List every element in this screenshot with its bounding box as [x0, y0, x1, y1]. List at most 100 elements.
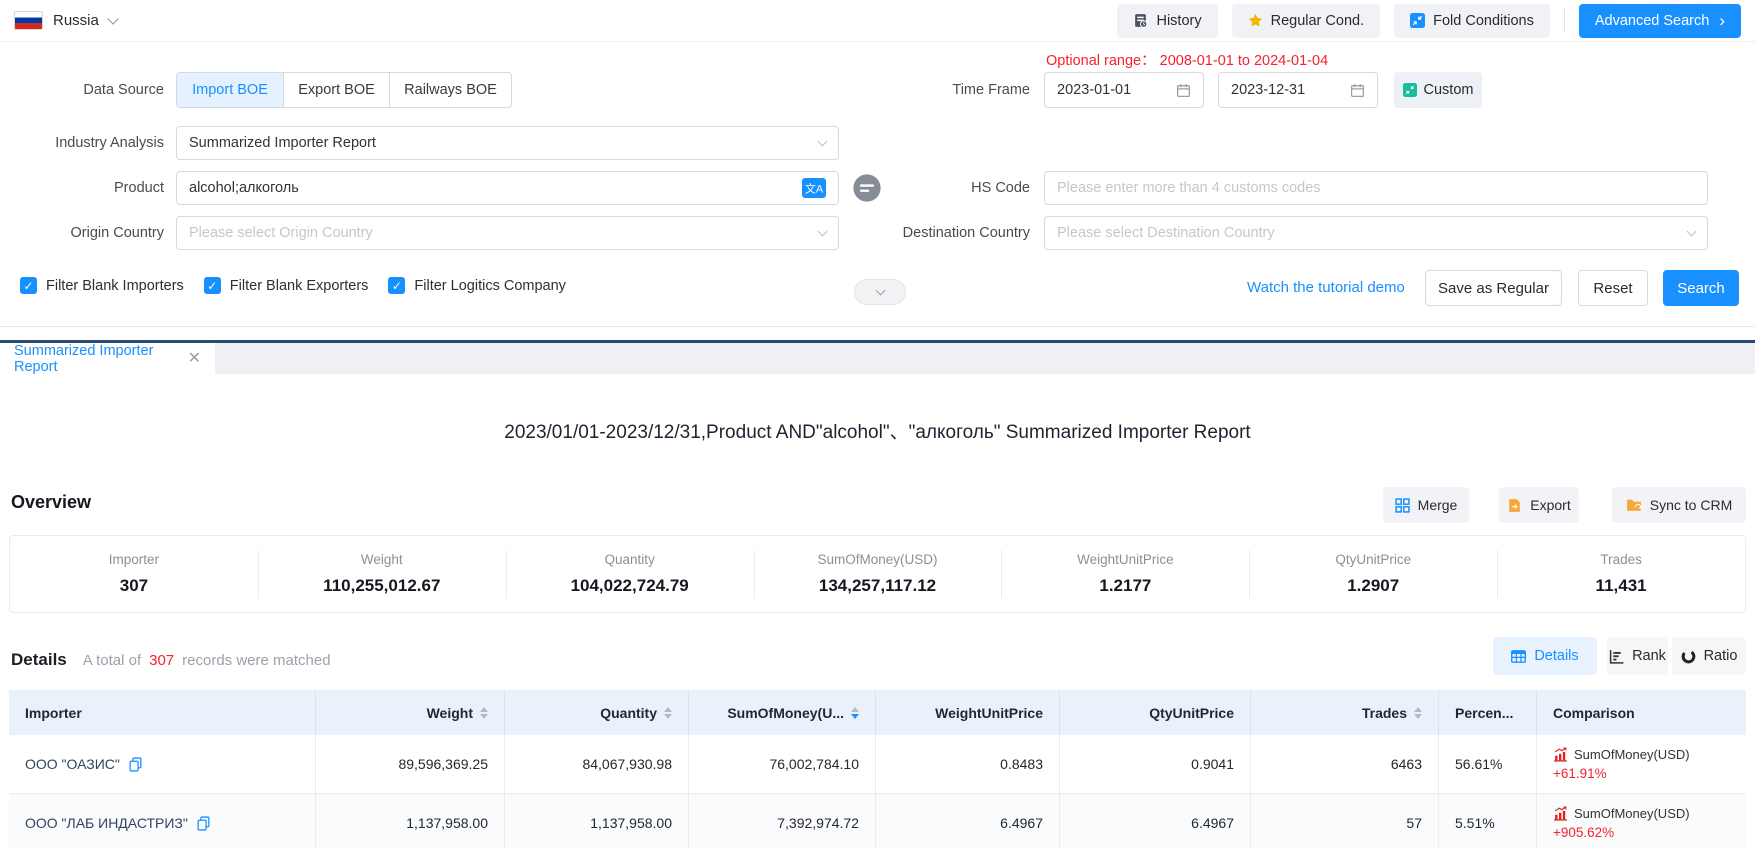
match-count: 307 — [149, 652, 174, 669]
hs-code-placeholder: Please enter more than 4 customs codes — [1057, 180, 1321, 196]
history-button[interactable]: History — [1117, 4, 1217, 38]
stat-qty-unit-price: QtyUnitPrice 1.2907 — [1249, 536, 1497, 612]
weight-unit-price-cell: 0.8483 — [876, 735, 1060, 793]
match-summary-suffix: records were matched — [182, 652, 330, 669]
reset-button[interactable]: Reset — [1578, 270, 1648, 306]
optional-range-hint: Optional range： 2008-01-01 to 2024-01-04 — [1046, 49, 1328, 70]
overview-heading: Overview — [11, 492, 91, 513]
tutorial-link[interactable]: Watch the tutorial demo — [1247, 279, 1405, 296]
quantity-cell: 1,137,958.00 — [505, 794, 689, 848]
export-label: Export — [1530, 497, 1570, 513]
industry-analysis-select[interactable]: Summarized Importer Report — [176, 126, 839, 160]
filter-checkboxes: ✓ Filter Blank Importers ✓ Filter Blank … — [20, 277, 566, 294]
custom-range-button[interactable]: Custom — [1394, 72, 1482, 108]
copy-icon[interactable] — [197, 816, 210, 831]
view-details-button[interactable]: Details — [1493, 637, 1597, 675]
save-as-regular-button[interactable]: Save as Regular — [1425, 270, 1562, 306]
search-button[interactable]: Search — [1663, 270, 1739, 306]
table-row: ООО "ЛАБ ИНДАСТРИЗ" 1,137,958.00 1,137,9… — [9, 794, 1746, 848]
details-header: Details A total of 307 records were matc… — [11, 641, 331, 679]
product-value: alcohol;алкоголь — [189, 180, 299, 196]
merge-button[interactable]: Merge — [1383, 487, 1469, 523]
stat-weight-unit-price: WeightUnitPrice 1.2177 — [1001, 536, 1249, 612]
quantity-cell: 84,067,930.98 — [505, 735, 689, 793]
importer-name[interactable]: ООО "ЛАБ ИНДАСТРИЗ" — [25, 815, 188, 831]
industry-analysis-value: Summarized Importer Report — [189, 135, 376, 151]
view-ratio-button[interactable]: Ratio — [1672, 637, 1746, 675]
tab-import-boe[interactable]: Import BOE — [177, 73, 283, 107]
stat-trades: Trades 11,431 — [1497, 536, 1745, 612]
match-summary: A total of 307 records were matched — [83, 652, 331, 669]
filter-blank-importers-checkbox[interactable]: ✓ Filter Blank Importers — [20, 277, 184, 294]
overview-stats-card: Importer 307 Weight 110,255,012.67 Quant… — [9, 535, 1746, 613]
stat-label: WeightUnitPrice — [1077, 552, 1174, 567]
collapse-form-button[interactable] — [854, 279, 906, 305]
fold-conditions-button[interactable]: Fold Conditions — [1394, 4, 1550, 38]
date-from-input[interactable]: 2023-01-01 — [1044, 72, 1204, 108]
translate-icon[interactable]: 文A — [802, 178, 826, 198]
country-selector[interactable]: Russia — [14, 11, 117, 30]
col-weight-unit-price: WeightUnitPrice — [876, 690, 1060, 735]
weight-cell: 1,137,958.00 — [316, 794, 505, 848]
sort-carets-icon[interactable] — [480, 707, 488, 719]
tab-railways-boe[interactable]: Railways BOE — [389, 73, 511, 107]
custom-icon — [1403, 83, 1417, 97]
topbar-divider — [1564, 9, 1565, 33]
col-sum-of-money[interactable]: SumOfMoney(U... — [689, 690, 876, 735]
product-input[interactable]: alcohol;алкоголь 文A — [176, 171, 839, 205]
hs-code-input[interactable]: Please enter more than 4 customs codes — [1044, 171, 1708, 205]
sort-carets-icon[interactable] — [851, 707, 859, 719]
stat-value: 134,257,117.12 — [819, 576, 936, 596]
section-divider — [0, 326, 1755, 327]
top-bar: Russia History Regular Cond. Fold Con — [0, 0, 1755, 42]
time-frame-label: Time Frame — [870, 72, 1030, 108]
origin-country-label: Origin Country — [0, 216, 164, 250]
regular-cond-label: Regular Cond. — [1271, 13, 1365, 29]
stat-value: 1.2177 — [1099, 576, 1151, 596]
data-source-tabs: Import BOE Export BOE Railways BOE — [176, 72, 512, 108]
filter-logistics-company-checkbox[interactable]: ✓ Filter Logitics Company — [388, 277, 566, 294]
importer-name[interactable]: ООО "ОАЗИС" — [25, 756, 120, 772]
col-percent: Percen... — [1439, 690, 1537, 735]
col-quantity[interactable]: Quantity — [505, 690, 689, 735]
destination-country-placeholder: Please select Destination Country — [1057, 225, 1275, 241]
stat-importer: Importer 307 — [10, 536, 258, 612]
export-button[interactable]: Export — [1499, 487, 1579, 523]
filter-label: Filter Blank Exporters — [230, 278, 369, 294]
advanced-search-button[interactable]: Advanced Search › — [1579, 4, 1741, 38]
filter-blank-exporters-checkbox[interactable]: ✓ Filter Blank Exporters — [204, 277, 369, 294]
destination-country-select[interactable]: Please select Destination Country — [1044, 216, 1708, 250]
comparison-cell: SumOfMoney(USD) +905.62% — [1537, 794, 1746, 848]
checkbox-checked-icon: ✓ — [20, 277, 37, 294]
calendar-icon — [1350, 83, 1365, 98]
percent-cell: 5.51% — [1439, 794, 1537, 848]
importer-cell[interactable]: ООО "ЛАБ ИНДАСТРИЗ" — [9, 794, 316, 848]
importer-cell[interactable]: ООО "ОАЗИС" — [9, 735, 316, 793]
chevron-down-icon — [875, 286, 885, 296]
stat-value: 104,022,724.79 — [571, 576, 689, 596]
comparison-metric: SumOfMoney(USD) — [1574, 806, 1690, 821]
chevron-down-icon — [107, 13, 118, 24]
tab-summarized-importer-report[interactable]: Summarized Importer Report ✕ — [0, 343, 215, 374]
col-weight[interactable]: Weight — [316, 690, 505, 735]
stat-label: Trades — [1600, 552, 1642, 567]
sort-carets-icon[interactable] — [664, 707, 672, 719]
tab-export-boe[interactable]: Export BOE — [283, 73, 389, 107]
chevron-right-icon: › — [1719, 12, 1725, 29]
copy-icon[interactable] — [129, 757, 142, 772]
sync-to-crm-label: Sync to CRM — [1650, 497, 1732, 513]
regular-cond-button[interactable]: Regular Cond. — [1232, 4, 1381, 38]
sync-to-crm-button[interactable]: Sync to CRM — [1612, 487, 1746, 523]
close-icon[interactable]: ✕ — [188, 351, 201, 367]
filter-label: Filter Blank Importers — [46, 278, 184, 294]
merge-icon — [1395, 498, 1410, 513]
sort-carets-icon[interactable] — [1414, 707, 1422, 719]
trades-cell: 57 — [1251, 794, 1439, 848]
col-comparison: Comparison — [1537, 690, 1746, 735]
qty-unit-price-cell: 6.4967 — [1060, 794, 1251, 848]
date-to-input[interactable]: 2023-12-31 — [1218, 72, 1378, 108]
origin-country-select[interactable]: Please select Origin Country — [176, 216, 839, 250]
view-rank-button[interactable]: Rank — [1607, 637, 1668, 675]
stat-label: Weight — [361, 552, 403, 567]
col-trades[interactable]: Trades — [1251, 690, 1439, 735]
